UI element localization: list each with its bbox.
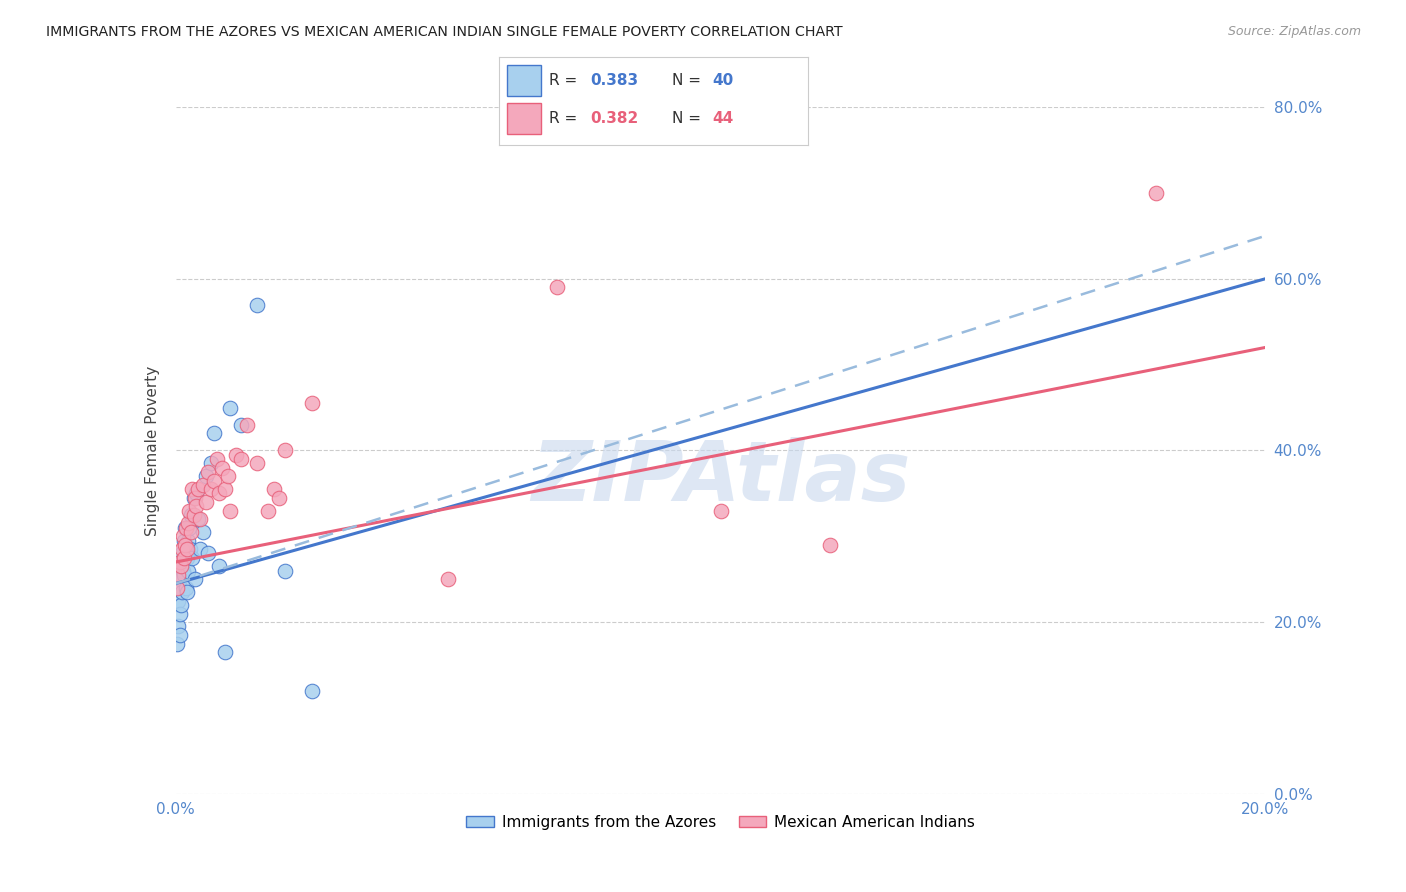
Point [167,619,190,633]
Point [437,572,460,586]
Point [269,491,291,505]
Point [186,500,208,514]
Point [172,585,194,599]
Point [191,524,214,539]
Point [167,593,190,607]
Y-axis label: Single Female Poverty: Single Female Poverty [145,366,160,535]
Point [176,550,198,565]
Point [186,482,209,496]
Point [177,533,200,548]
Point [170,598,193,612]
Point [177,516,200,531]
Point [205,452,228,467]
Point [181,550,204,565]
Point [179,503,201,517]
Point [202,474,225,488]
Bar [508,103,541,134]
Point [166,581,188,595]
Point [169,628,191,642]
Point [174,521,197,535]
Text: N =: N = [672,112,706,126]
Point [274,443,297,458]
Text: 0.383: 0.383 [591,73,638,87]
Point [257,503,280,517]
Point [173,568,195,582]
Point [186,486,208,500]
Point [177,564,200,578]
Point [231,452,253,467]
Bar [508,65,541,95]
Point [183,491,205,505]
Point [169,607,191,621]
Point [194,469,217,483]
Point [246,297,269,311]
Text: 40: 40 [713,73,734,87]
Text: 44: 44 [713,112,734,126]
Point [214,482,236,496]
Point [174,521,197,535]
Text: 0.382: 0.382 [591,112,638,126]
Point [219,401,242,415]
Point [818,538,841,552]
Point [174,581,197,595]
Point [174,538,197,552]
Point [194,495,217,509]
Point [214,645,236,659]
Point [172,529,194,543]
Point [188,542,211,557]
Text: R =: R = [548,112,582,126]
Point [197,465,219,479]
Text: R =: R = [548,73,582,87]
Point [208,486,231,500]
Point [179,542,201,557]
Point [301,683,323,698]
Point [173,533,195,548]
Point [263,482,285,496]
Point [200,482,222,496]
Point [166,637,188,651]
Point [1144,186,1167,200]
Legend: Immigrants from the Azores, Mexican American Indians: Immigrants from the Azores, Mexican Amer… [460,808,981,836]
Point [274,564,297,578]
Point [235,417,257,432]
Point [231,417,253,432]
Point [546,280,568,294]
Point [246,456,269,470]
Point [200,456,222,470]
Point [188,512,211,526]
Point [208,559,231,574]
Point [169,572,191,586]
Point [217,469,239,483]
Point [176,585,198,599]
Text: Source: ZipAtlas.com: Source: ZipAtlas.com [1227,25,1361,38]
Point [170,559,193,574]
Point [225,448,247,462]
Point [184,572,207,586]
Point [172,542,194,557]
Point [183,508,205,522]
Point [170,559,193,574]
Point [197,546,219,561]
Text: N =: N = [672,73,706,87]
Point [172,546,194,561]
Point [710,503,733,517]
Point [173,550,195,565]
Text: ZIPAtlas: ZIPAtlas [531,437,910,518]
Text: IMMIGRANTS FROM THE AZORES VS MEXICAN AMERICAN INDIAN SINGLE FEMALE POVERTY CORR: IMMIGRANTS FROM THE AZORES VS MEXICAN AM… [46,25,844,39]
Point [176,542,198,557]
Point [219,503,242,517]
Point [301,396,323,410]
Point [181,482,204,496]
Point [184,491,207,505]
Point [211,460,233,475]
Point [202,426,225,441]
Point [179,521,201,535]
Point [186,512,209,526]
Point [180,524,202,539]
Point [167,568,190,582]
Point [169,555,191,569]
Point [180,508,202,522]
Point [191,478,214,492]
Point [172,564,194,578]
